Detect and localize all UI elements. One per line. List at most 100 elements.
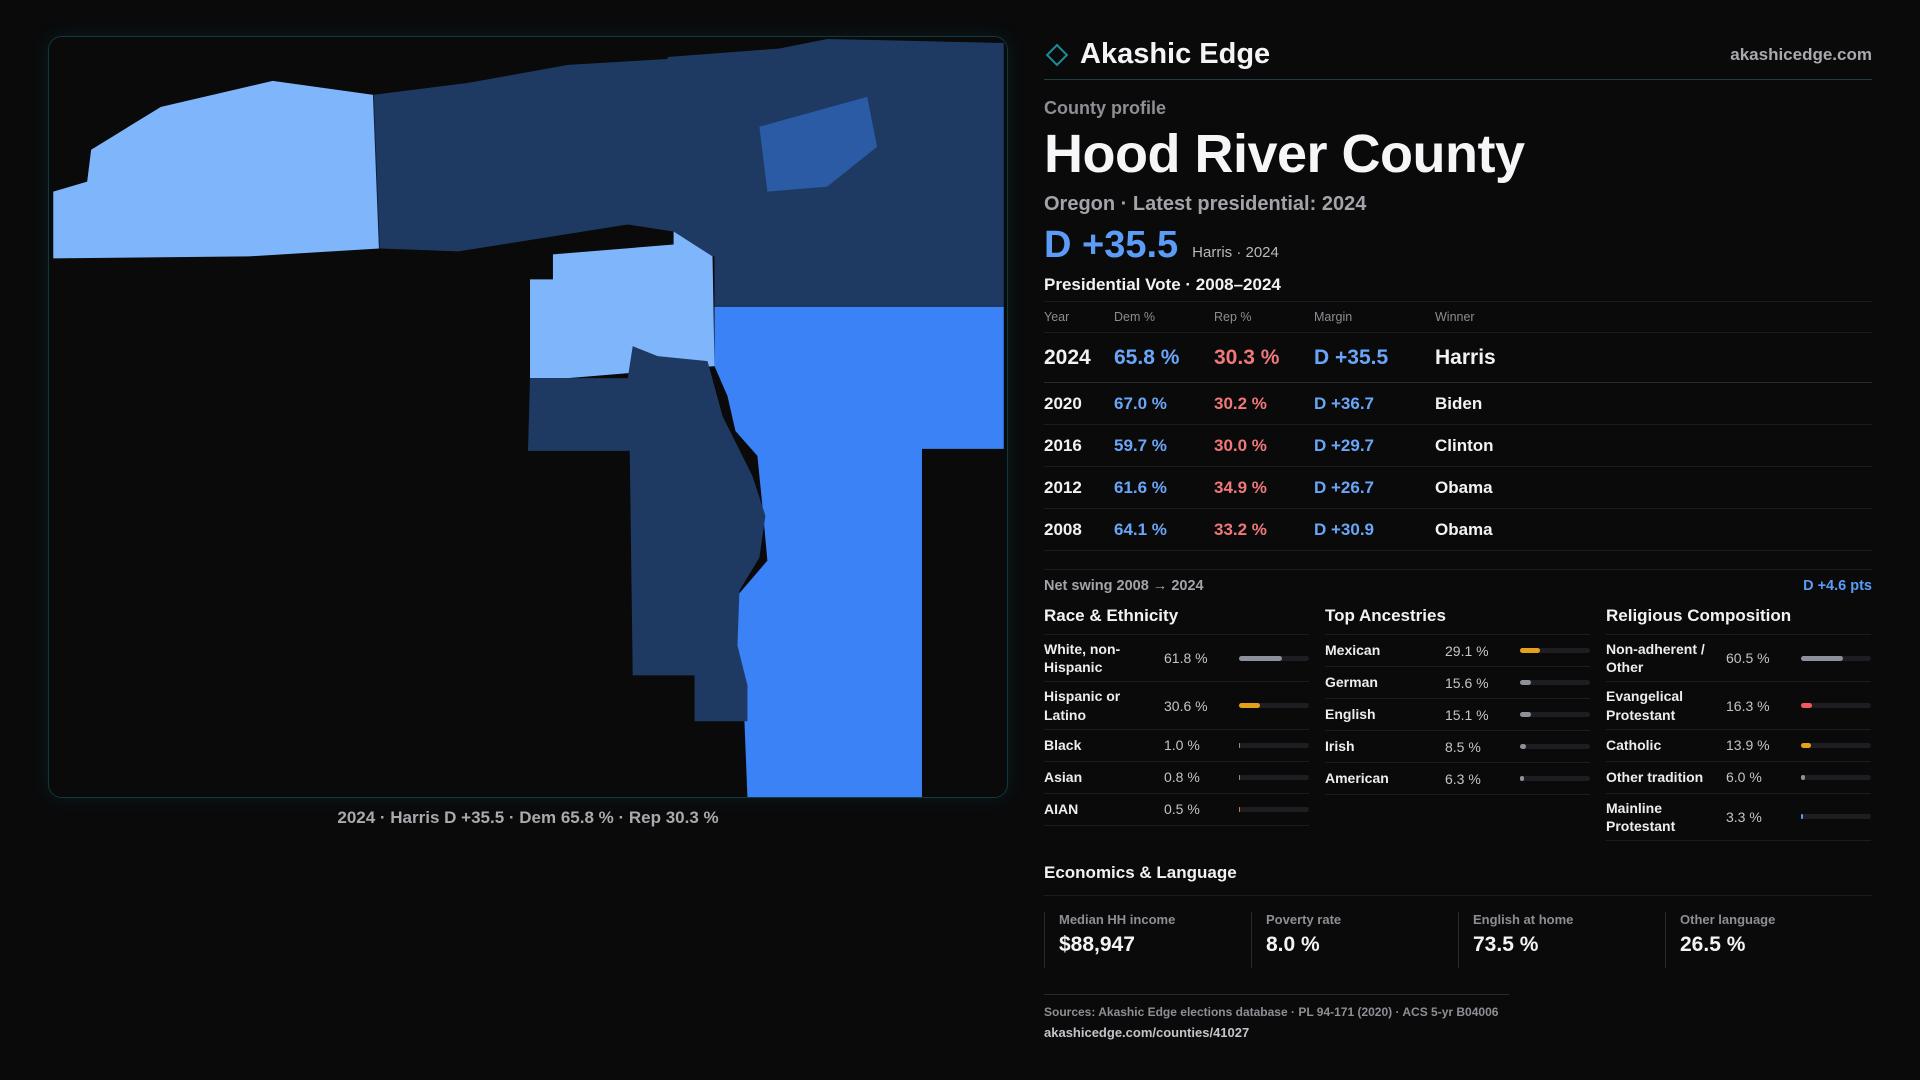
list-item[interactable]: English 15.1 % — [1325, 699, 1590, 731]
list-item[interactable]: Evangelical Protestant 16.3 % — [1606, 682, 1871, 729]
list-item[interactable]: Hispanic or Latino 30.6 % — [1044, 682, 1309, 729]
page-title: Hood River County — [1044, 123, 1872, 185]
table-row[interactable]: 2020 67.0 % 30.2 % D +36.7 Biden — [1044, 383, 1872, 425]
table-header-row: Year Dem % Rep % Margin Winner — [1044, 302, 1872, 333]
swing-value: D +4.6 pts — [1803, 578, 1872, 594]
share-bar — [1520, 712, 1590, 717]
demo-value: 61.8 % — [1164, 650, 1239, 666]
table-row[interactable]: 2008 64.1 % 33.2 % D +30.9 Obama — [1044, 509, 1872, 551]
demo-value: 3.3 % — [1726, 809, 1801, 825]
economics-title: Economics & Language — [1044, 863, 1872, 896]
list-item[interactable]: White, non-Hispanic 61.8 % — [1044, 635, 1309, 682]
cell-dem: 65.8 % — [1114, 333, 1214, 383]
swing-label: Net swing 2008 → 2024 — [1044, 578, 1204, 594]
cell-rep: 30.2 % — [1214, 383, 1314, 425]
brand-header: Akashic Edge akashicedge.com — [1044, 30, 1872, 80]
share-bar — [1239, 775, 1309, 780]
cell-rep: 34.9 % — [1214, 467, 1314, 509]
cell-winner: Harris — [1435, 333, 1872, 383]
stat-value: 73.5 % — [1473, 933, 1665, 957]
cell-dem: 59.7 % — [1114, 425, 1214, 467]
demographics-grid: Race & Ethnicity White, non-Hispanic 61.8… — [1044, 606, 1872, 841]
map-caption: 2024 · Harris D +35.5 · Dem 65.8 % · Rep… — [48, 808, 1008, 828]
presidential-vote-table: Year Dem % Rep % Margin Winner 2024 65.8… — [1044, 301, 1872, 551]
table-row[interactable]: 2012 61.6 % 34.9 % D +26.7 Obama — [1044, 467, 1872, 509]
stat-label: Median HH income — [1059, 912, 1251, 927]
demo-label: Black — [1044, 736, 1164, 754]
demo-label: Hispanic or Latino — [1044, 687, 1164, 723]
precinct-map-svg[interactable] — [49, 37, 1007, 797]
list-item[interactable]: Other tradition 6.0 % — [1606, 762, 1871, 794]
cell-rep: 33.2 % — [1214, 509, 1314, 551]
cell-year: 2016 — [1044, 425, 1114, 467]
share-bar — [1239, 656, 1309, 661]
demo-value: 29.1 % — [1445, 643, 1520, 659]
demo-value: 30.6 % — [1164, 698, 1239, 714]
demo-value: 1.0 % — [1164, 737, 1239, 753]
net-swing: Net swing 2008 → 2024 D +4.6 pts — [1044, 569, 1872, 594]
county-url-link[interactable]: akashicedge.com/counties/41027 — [1044, 1025, 1509, 1040]
brand[interactable]: Akashic Edge — [1044, 38, 1270, 71]
demo-value: 16.3 % — [1726, 698, 1801, 714]
stat-english-home: English at home 73.5 % — [1458, 912, 1665, 968]
list-item[interactable]: Catholic 13.9 % — [1606, 730, 1871, 762]
demo-label: Catholic — [1606, 736, 1726, 754]
cell-margin: D +36.7 — [1314, 383, 1435, 425]
share-bar-fill — [1239, 807, 1240, 812]
demo-label: Asian — [1044, 768, 1164, 786]
demo-label: Irish — [1325, 737, 1445, 755]
header-rep: Rep % — [1214, 302, 1314, 333]
share-bar-fill — [1520, 776, 1524, 781]
header-margin: Margin — [1314, 302, 1435, 333]
share-bar-fill — [1239, 743, 1240, 748]
share-bar — [1801, 814, 1871, 819]
list-item[interactable]: AIAN 0.5 % — [1044, 794, 1309, 826]
economics-grid: Median HH income $88,947 Poverty rate 8.… — [1044, 912, 1872, 968]
share-bar-fill — [1520, 712, 1531, 717]
brand-url-link[interactable]: akashicedge.com — [1730, 45, 1872, 65]
list-item[interactable]: Mexican 29.1 % — [1325, 635, 1590, 667]
ancestry-section: Top Ancestries Mexican 29.1 % German 15.6 %… — [1325, 606, 1590, 841]
share-bar-fill — [1239, 656, 1282, 661]
share-bar-fill — [1239, 775, 1240, 780]
ancestry-title: Top Ancestries — [1325, 606, 1590, 635]
headline-margin: D +35.5 — [1044, 224, 1178, 267]
header-winner: Winner — [1435, 302, 1872, 333]
share-bar-fill — [1801, 656, 1843, 661]
list-item[interactable]: American 6.3 % — [1325, 763, 1590, 795]
share-bar — [1239, 807, 1309, 812]
religion-title: Religious Composition — [1606, 606, 1871, 635]
cell-rep: 30.3 % — [1214, 333, 1314, 383]
demo-value: 15.1 % — [1445, 707, 1520, 723]
list-item[interactable]: Black 1.0 % — [1044, 730, 1309, 762]
sources-text: Sources: Akashic Edge elections database… — [1044, 1005, 1509, 1019]
share-bar — [1801, 743, 1871, 748]
page-subtitle: Oregon · Latest presidential: 2024 — [1044, 193, 1872, 216]
share-bar — [1520, 776, 1590, 781]
cell-rep: 30.0 % — [1214, 425, 1314, 467]
stat-label: Poverty rate — [1266, 912, 1458, 927]
county-map[interactable] — [48, 36, 1008, 798]
diamond-logo-icon — [1044, 42, 1070, 68]
list-item[interactable]: Asian 0.8 % — [1044, 762, 1309, 794]
table-row[interactable]: 2024 65.8 % 30.3 % D +35.5 Harris — [1044, 333, 1872, 383]
cell-margin: D +26.7 — [1314, 467, 1435, 509]
demo-label: American — [1325, 769, 1445, 787]
demo-value: 15.6 % — [1445, 675, 1520, 691]
demo-value: 0.5 % — [1164, 801, 1239, 817]
list-item[interactable]: Mainline Protestant 3.3 % — [1606, 794, 1871, 841]
list-item[interactable]: Irish 8.5 % — [1325, 731, 1590, 763]
cell-winner: Biden — [1435, 383, 1872, 425]
headline-result: D +35.5 Harris · 2024 — [1044, 224, 1872, 267]
cell-year: 2024 — [1044, 333, 1114, 383]
demo-value: 6.0 % — [1726, 769, 1801, 785]
table-row[interactable]: 2016 59.7 % 30.0 % D +29.7 Clinton — [1044, 425, 1872, 467]
list-item[interactable]: German 15.6 % — [1325, 667, 1590, 699]
headline-winner: Harris · 2024 — [1192, 244, 1279, 261]
demo-label: Mexican — [1325, 641, 1445, 659]
list-item[interactable]: Non-adherent / Other 60.5 % — [1606, 635, 1871, 682]
share-bar — [1801, 656, 1871, 661]
race-title: Race & Ethnicity — [1044, 606, 1309, 635]
share-bar — [1239, 743, 1309, 748]
votes-title: Presidential Vote · 2008–2024 — [1044, 275, 1872, 295]
